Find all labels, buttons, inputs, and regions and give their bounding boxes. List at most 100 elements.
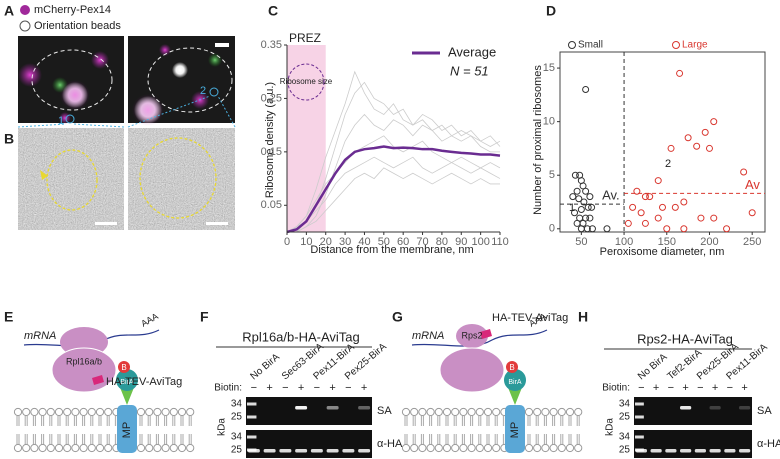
lipid [574, 407, 583, 417]
lipid [186, 407, 195, 417]
point [629, 203, 637, 211]
lipid [549, 443, 558, 453]
point [748, 209, 756, 217]
lipid [136, 443, 146, 453]
point [654, 214, 662, 222]
lipid [177, 443, 187, 453]
lipid-tail [478, 416, 482, 444]
point [641, 193, 649, 201]
lipid-tail [49, 416, 53, 444]
x-tick-label: 150 [658, 236, 676, 248]
point [723, 225, 731, 233]
mw-label: 25 [231, 412, 243, 423]
lipid [483, 407, 493, 417]
ribosome-size [287, 63, 325, 101]
point [646, 193, 654, 201]
lipid [46, 407, 55, 417]
biotin [118, 361, 130, 373]
trace-line [287, 81, 500, 233]
lipid [565, 443, 575, 453]
point [671, 203, 679, 211]
lipid-tail [188, 416, 192, 444]
y-axis-title: Number of proximal ribosomes [532, 65, 544, 215]
lipid-tail [486, 416, 490, 444]
lipid-tail [155, 416, 159, 444]
lipid-tail [527, 416, 531, 444]
lipid [30, 407, 39, 417]
legend-swatch [20, 5, 30, 15]
lipid [153, 407, 162, 417]
kda-label: kDa [217, 418, 228, 436]
fluorescence-image: 2 [128, 36, 235, 126]
lipid-tail [420, 416, 424, 444]
point [586, 193, 594, 201]
plot-frame [559, 51, 766, 233]
bira [504, 369, 526, 391]
y-tick-label: 0.25 [261, 92, 282, 104]
lipid [54, 443, 64, 453]
x-tick-label: 90 [455, 236, 467, 248]
lipid [22, 443, 31, 453]
lipid [13, 407, 23, 417]
y-tick-label: 0.35 [261, 39, 282, 51]
lipid-tail [73, 416, 77, 444]
biotin-sign: + [266, 382, 272, 394]
biotin-row-label: Biotin: [602, 383, 630, 394]
band [680, 449, 692, 453]
panel-label: G [392, 309, 403, 325]
band [635, 449, 647, 453]
lipid-tail [535, 416, 539, 444]
ladder-band [247, 435, 257, 439]
lipid-tail [24, 416, 28, 444]
lipid [442, 443, 452, 453]
x-tick-label: 50 [575, 236, 587, 248]
average-label: Av [745, 177, 760, 192]
trace-line [286, 70, 501, 233]
panel-label: F [200, 309, 209, 325]
lipid-tail [82, 416, 86, 444]
biotin-sign: − [345, 382, 351, 394]
lipid-tail [470, 416, 474, 444]
band [310, 449, 323, 453]
legend-swatch [672, 41, 680, 49]
panel-label: B [4, 131, 14, 147]
lipid [426, 443, 435, 453]
point [701, 128, 709, 136]
band [724, 449, 736, 453]
lipid-tail [164, 416, 168, 444]
mrna [411, 329, 548, 347]
x-tick-label: 200 [700, 236, 718, 248]
biotin-sign: + [741, 382, 747, 394]
x-tick-label: 100 [471, 236, 489, 248]
band [709, 449, 721, 453]
x-axis-title: Distance from the membrane, nm [310, 244, 473, 256]
lipid-tail [552, 416, 556, 444]
point [676, 69, 684, 77]
legend-swatch [568, 41, 576, 49]
row-label: SA [757, 405, 772, 417]
lipid-tail [560, 416, 564, 444]
ladder-band [247, 415, 257, 419]
lipid-tail [445, 416, 449, 444]
band [358, 449, 371, 453]
bira-label: BirA [120, 379, 134, 386]
lipid [565, 407, 575, 417]
band [263, 449, 276, 453]
lipid-tail [437, 416, 441, 444]
lipid [38, 407, 47, 417]
tag-label: HA-TEV-AviTag [492, 312, 568, 324]
lipid [541, 407, 550, 417]
panel-label: C [268, 3, 278, 19]
lipid [95, 443, 105, 453]
x-tick-label: 0 [284, 236, 290, 248]
band [326, 406, 339, 410]
point [637, 209, 645, 217]
lipid [54, 407, 64, 417]
row-label: SA [377, 405, 392, 417]
legend-text: Orientation beads [34, 20, 121, 32]
lipid [410, 443, 419, 453]
